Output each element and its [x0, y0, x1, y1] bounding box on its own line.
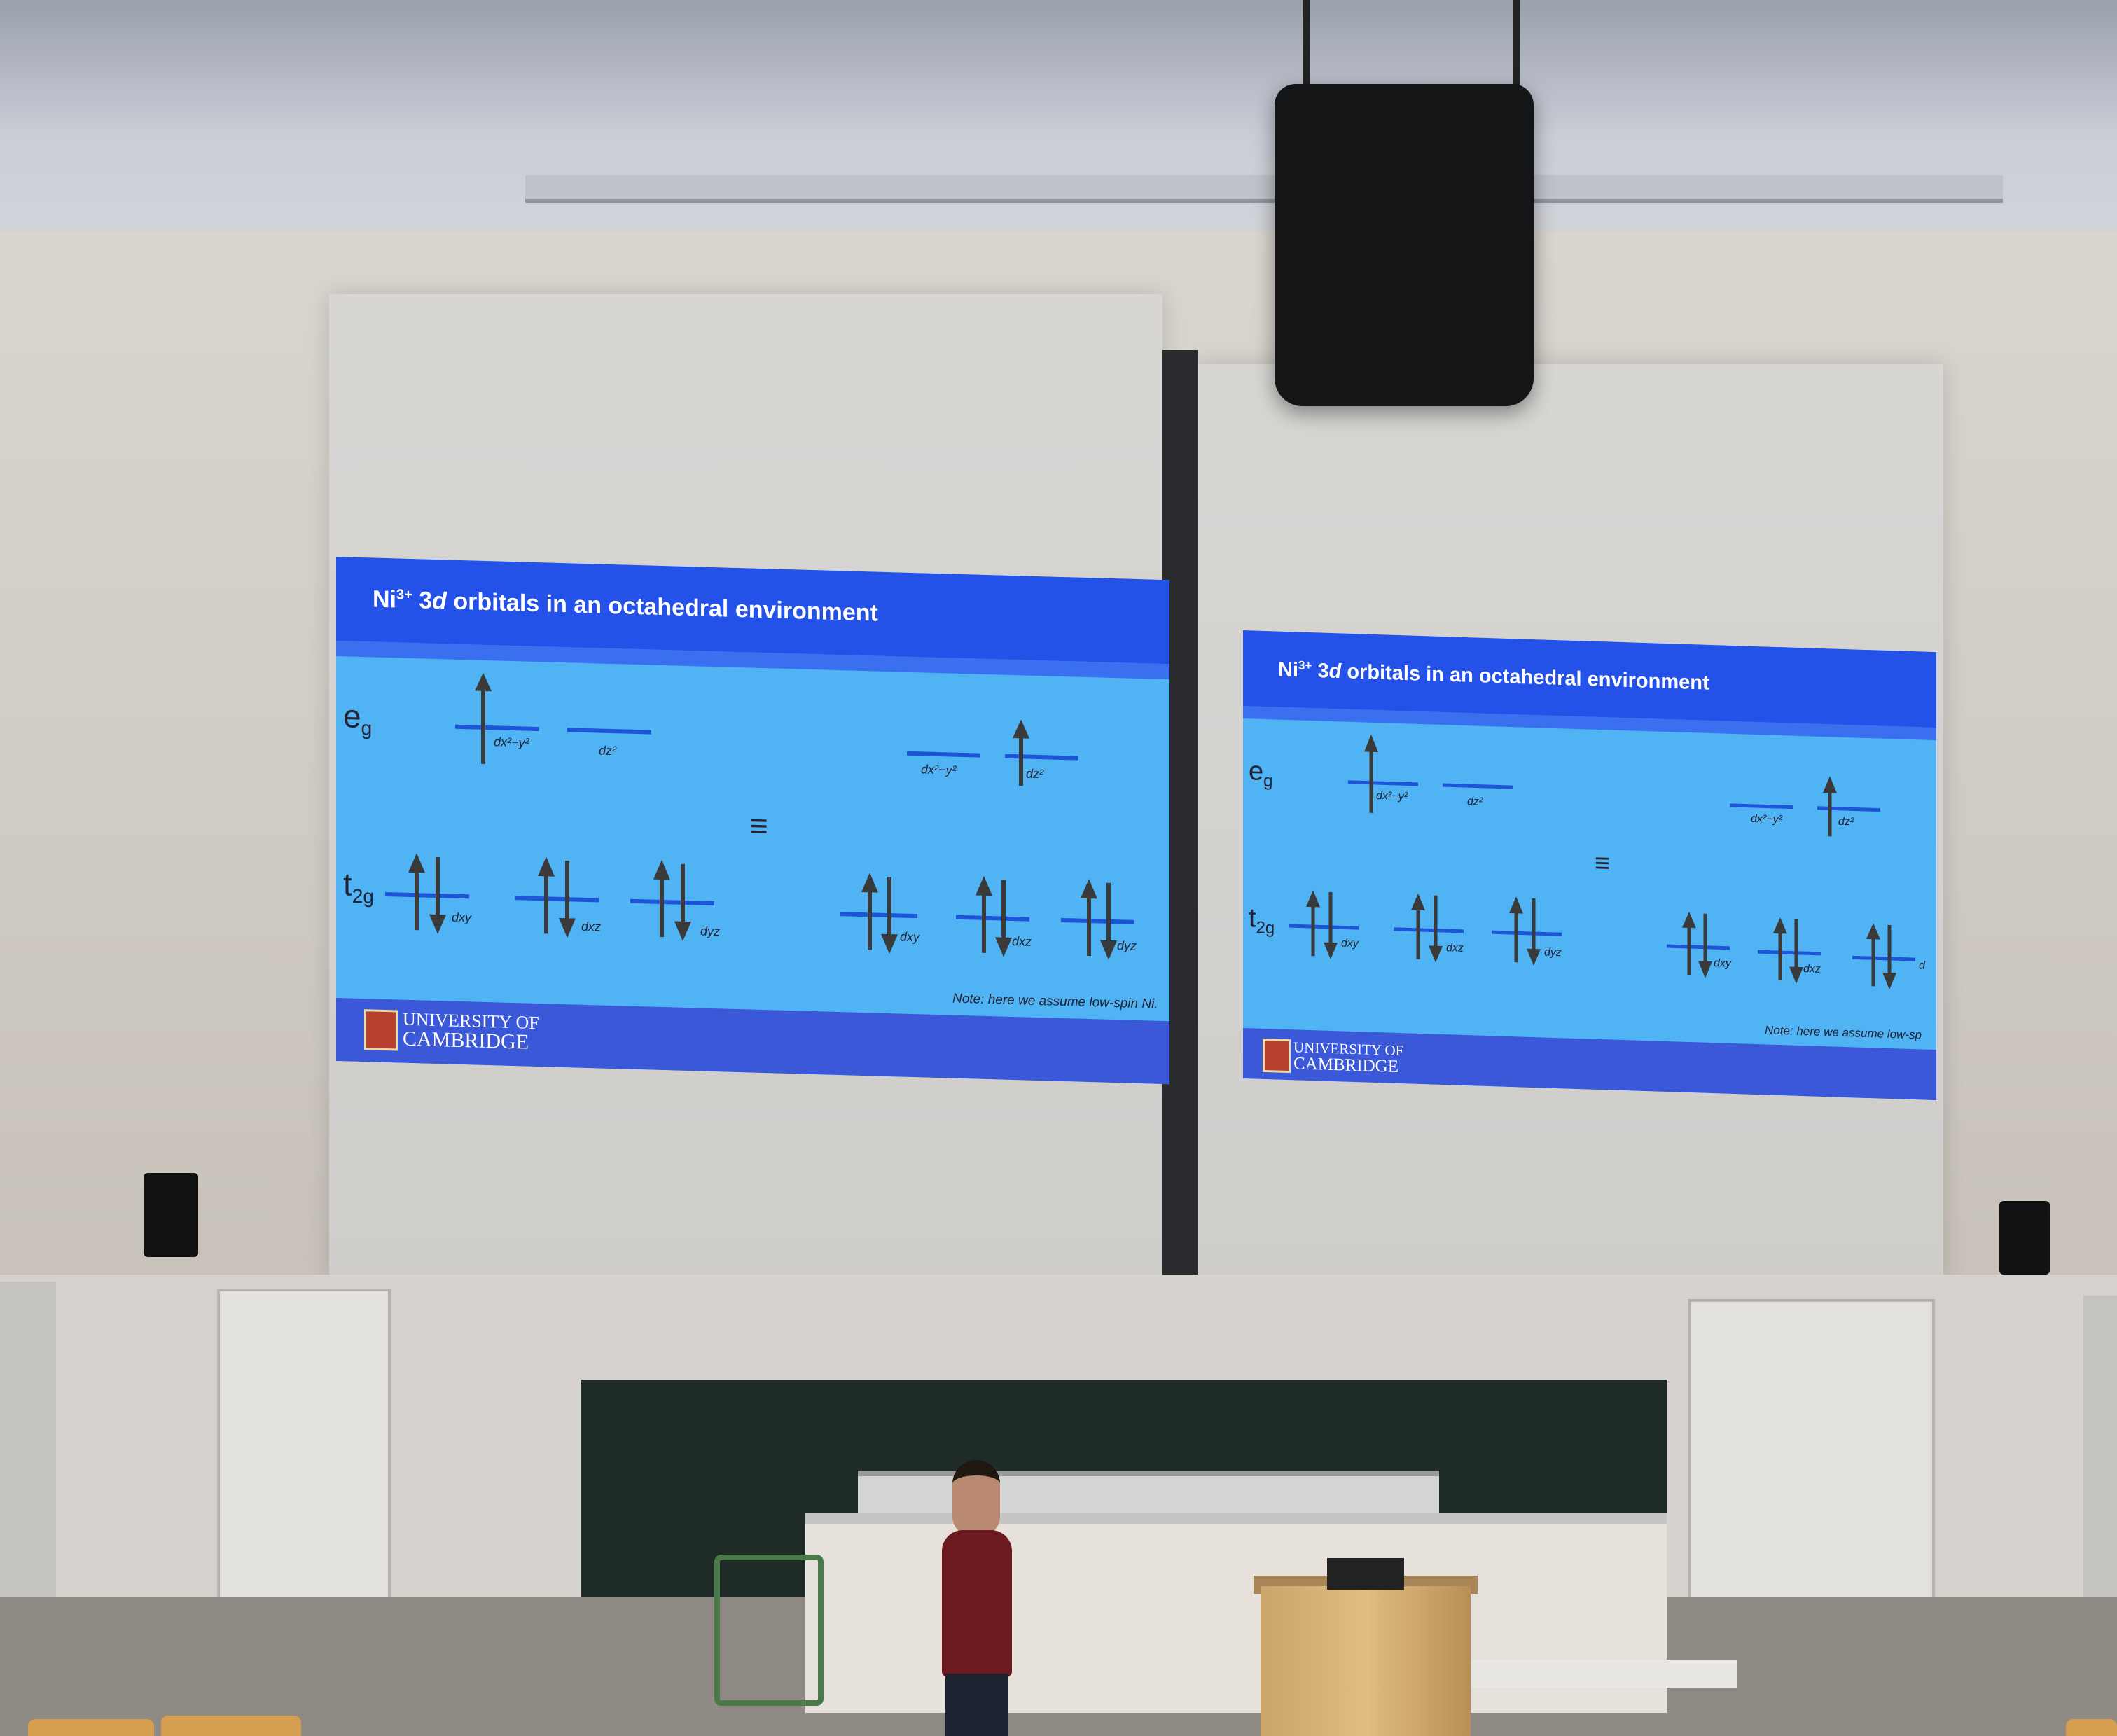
label-dxy: dxy — [1341, 937, 1359, 950]
label-dz2-right: dz² — [1838, 815, 1854, 828]
label-dx2-y2-right: dx²−y² — [1751, 812, 1782, 826]
lectern — [1261, 1586, 1471, 1736]
speaker-cable — [1303, 0, 1310, 91]
cambridge-crest-icon — [364, 1009, 398, 1051]
presenter-body — [942, 1530, 1012, 1677]
label-dxz: dxz — [1446, 942, 1464, 954]
label-dxy-right: dxy — [900, 929, 920, 945]
university-line2: CAMBRIDGE — [403, 1027, 529, 1054]
equivalence-symbol: ≡ — [749, 807, 768, 845]
speaker-cable — [1513, 0, 1520, 91]
university-logo-text: UNIVERSITY OF CAMBRIDGE — [1293, 1039, 1403, 1076]
side-table — [1471, 1660, 1737, 1688]
wall-panel-right — [2083, 1296, 2117, 1632]
university-line2: CAMBRIDGE — [1293, 1054, 1399, 1076]
label-dyz: dyz — [700, 924, 721, 939]
label-dx2-y2: dx²−y² — [494, 735, 529, 750]
arrow-head — [475, 672, 492, 692]
label-dxy-right: dxy — [1714, 957, 1731, 970]
label-dz2: dz² — [1467, 796, 1483, 808]
label-dx2-y2: dx²−y² — [1376, 789, 1408, 803]
t2g-right-pairs — [840, 873, 1134, 960]
label-dxz-right: dxz — [1803, 963, 1821, 975]
orbital-level — [1005, 754, 1078, 761]
chair — [714, 1555, 824, 1706]
hanging-speaker — [1275, 84, 1534, 406]
audience-seat — [28, 1719, 154, 1736]
label-dxz: dxz — [581, 919, 602, 934]
presenter-head — [952, 1460, 1000, 1537]
laptop — [1327, 1558, 1404, 1590]
arrow-head — [1013, 719, 1029, 739]
label-dxz-right: dxz — [1012, 933, 1032, 949]
audience-seat — [161, 1716, 301, 1736]
wall-speaker-right — [1999, 1201, 2050, 1275]
door-left — [217, 1289, 391, 1623]
radiator-bar — [858, 1471, 1439, 1518]
ceiling-light-rail — [525, 175, 2003, 203]
cambridge-crest-icon — [1263, 1038, 1291, 1074]
label-dyz: dyz — [1544, 946, 1562, 959]
label-dz2-right: dz² — [1026, 766, 1044, 782]
audience-seat — [2066, 1719, 2117, 1736]
wall-panel-left — [0, 1282, 56, 1618]
university-logo-text: UNIVERSITY OF CAMBRIDGE — [403, 1009, 539, 1054]
label-dyz-right: dyz — [1117, 938, 1137, 953]
wall-speaker-left — [144, 1173, 198, 1257]
slide-left: Ni3+ 3d orbitals in an octahedral enviro… — [336, 557, 1169, 1085]
t2g-left-pairs — [385, 853, 714, 941]
label-dx2-y2-right: dx²−y² — [921, 762, 957, 777]
slide-right: Ni3+ 3d orbitals in an octahedral enviro… — [1243, 630, 1936, 1101]
presenter-legs — [945, 1674, 1008, 1736]
orbital-level — [455, 724, 539, 732]
label-dxy: dxy — [452, 910, 472, 925]
label-dz2: dz² — [599, 743, 617, 758]
orbital-diagram-right — [1289, 734, 1915, 990]
door-right — [1688, 1299, 1935, 1620]
equivalence-symbol: ≡ — [1595, 848, 1611, 879]
label-cut-off: d — [1919, 959, 1925, 972]
orbital-diagram-left — [385, 672, 1134, 960]
orbital-level — [907, 751, 980, 758]
orbital-level — [567, 728, 651, 735]
